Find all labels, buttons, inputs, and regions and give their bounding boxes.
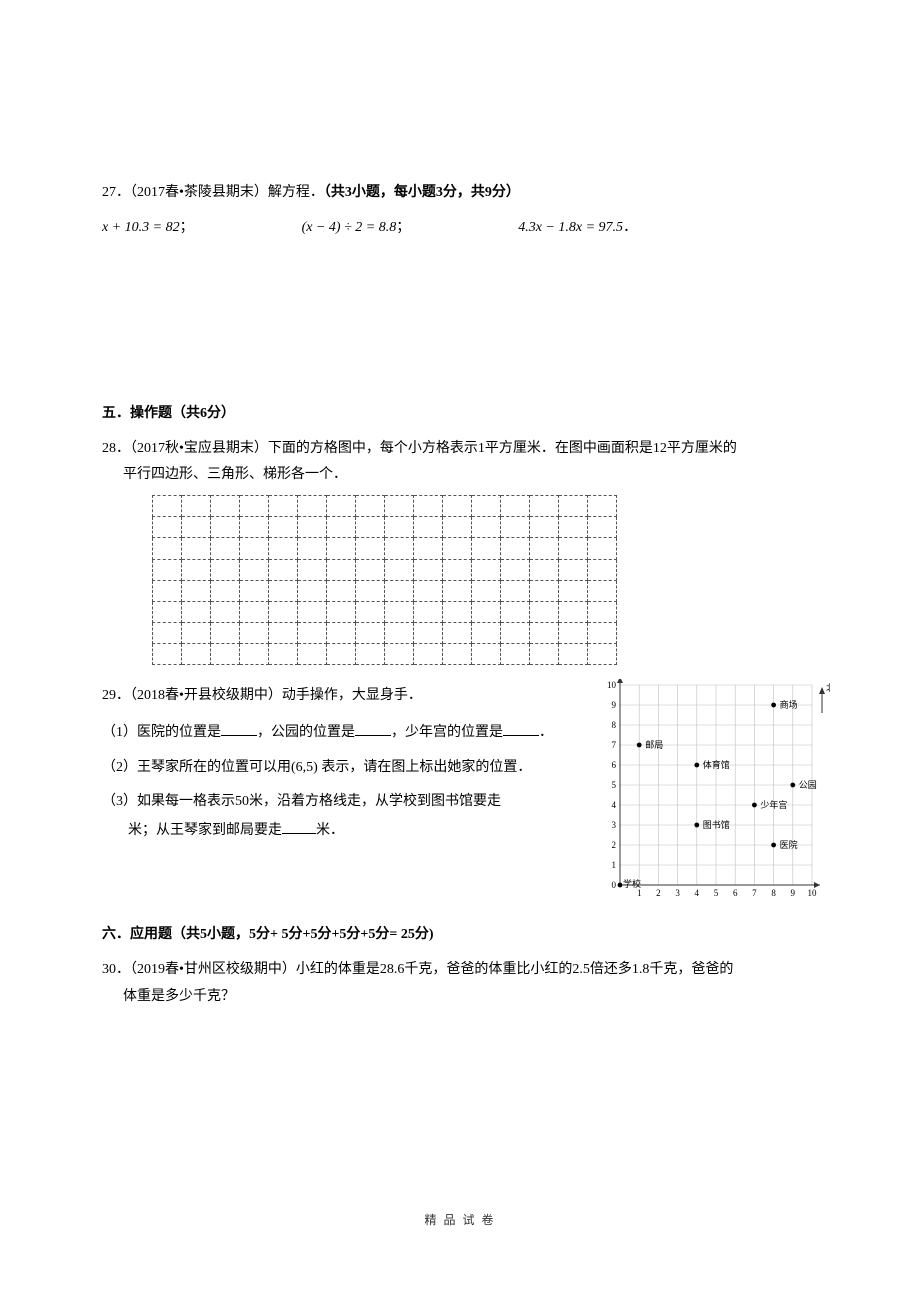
- q29-head: 29．（2018春•开县校级期中）动手操作，大显身手．: [102, 683, 602, 710]
- svg-text:0: 0: [612, 880, 617, 890]
- q29-block: 29．（2018春•开县校级期中）动手操作，大显身手． （1）医院的位置是，公园…: [102, 683, 824, 844]
- svg-text:5: 5: [714, 888, 719, 898]
- svg-text:8: 8: [612, 720, 617, 730]
- q27-eq1: x + 10.3 = 82；: [102, 215, 194, 242]
- svg-text:10: 10: [808, 888, 818, 898]
- svg-text:7: 7: [752, 888, 757, 898]
- blank-field[interactable]: [503, 718, 539, 736]
- svg-text:学校: 学校: [623, 878, 641, 889]
- svg-text:4: 4: [695, 888, 700, 898]
- blank-field[interactable]: [221, 718, 257, 736]
- svg-text:2: 2: [656, 888, 661, 898]
- q27-stem: 27．（2017春•茶陵县期末）解方程．（共3小题，每小题3分，共9分）: [102, 180, 824, 207]
- q27-eq2: (x − 4) ÷ 2 = 8.8；: [302, 215, 411, 242]
- svg-text:7: 7: [612, 740, 617, 750]
- svg-text:4: 4: [612, 800, 617, 810]
- q28-line2: 平行四边形、三角形、梯形各一个．: [102, 462, 824, 489]
- q30-line2: 体重是多少千克？: [102, 984, 824, 1011]
- page-footer: 精 品 试 卷: [0, 1209, 920, 1232]
- q29-p1: （1）医院的位置是，公园的位置是，少年宫的位置是．: [102, 718, 602, 747]
- q27-label: 27．（2017春•茶陵县期末）解方程．: [102, 185, 324, 200]
- svg-text:6: 6: [733, 888, 738, 898]
- svg-text:少年宫: 少年宫: [760, 799, 787, 810]
- blank-field[interactable]: [355, 718, 391, 736]
- svg-text:图书馆: 图书馆: [703, 819, 730, 830]
- blank-field[interactable]: [282, 816, 316, 834]
- svg-text:10: 10: [607, 680, 617, 690]
- svg-text:公园: 公园: [799, 780, 817, 790]
- q30-line1: 30．（2019春•甘州区校级期中）小红的体重是28.6千克，爸爸的体重比小红的…: [102, 957, 824, 984]
- q28-block: 28．（2017秋•宝应县期末）下面的方格图中，每个小方格表示1平方厘米．在图中…: [102, 436, 824, 666]
- svg-text:6: 6: [612, 760, 617, 770]
- dashed-grid-table: [152, 495, 617, 666]
- q27-eq3: 4.3x − 1.8x = 97.5．: [518, 215, 637, 242]
- svg-text:医院: 医院: [780, 839, 798, 850]
- q29-p3: （3）如果每一格表示50米，沿着方格线走，从学校到图书馆要走 米；从王琴家到邮局…: [102, 789, 602, 844]
- svg-text:2: 2: [612, 840, 617, 850]
- section6-title: 六．应用题（共5小题，5分+ 5分+5分+5分+5分= 25分): [102, 922, 824, 949]
- svg-text:8: 8: [771, 888, 776, 898]
- svg-text:3: 3: [675, 888, 680, 898]
- q28-grid: [152, 495, 824, 666]
- q30-body: 30．（2019春•甘州区校级期中）小红的体重是28.6千克，爸爸的体重比小红的…: [102, 957, 824, 1010]
- q27-bold: （共3小题，每小题3分，共9分）: [324, 185, 520, 200]
- section5-title: 五．操作题（共6分）: [102, 401, 824, 428]
- section6: 六．应用题（共5小题，5分+ 5分+5分+5分+5分= 25分) 30．（201…: [102, 922, 824, 1010]
- svg-text:1: 1: [637, 888, 642, 898]
- svg-text:体育馆: 体育馆: [703, 759, 730, 770]
- svg-text:北: 北: [826, 683, 830, 693]
- svg-text:1: 1: [612, 860, 617, 870]
- svg-text:9: 9: [612, 700, 617, 710]
- svg-text:5: 5: [612, 780, 617, 790]
- q29-p2: （2）王琴家所在的位置可以用(6,5) 表示，请在图上标出她家的位置．: [102, 755, 602, 782]
- q27-equations: x + 10.3 = 82； (x − 4) ÷ 2 = 8.8； 4.3x −…: [102, 215, 824, 242]
- q28-line1: 28．（2017秋•宝应县期末）下面的方格图中，每个小方格表示1平方厘米．在图中…: [102, 436, 824, 463]
- coordinate-chart: 北 0 1 2 3 4 5 6 7 8 9 10 1 2 3 4 5 6 7 8 9 10 学校 邮局体育馆图书馆 少年宫 商场医…: [600, 679, 830, 903]
- svg-text:3: 3: [612, 820, 617, 830]
- svg-text:商场: 商场: [780, 699, 798, 710]
- svg-text:9: 9: [791, 888, 796, 898]
- svg-text:邮局: 邮局: [645, 739, 663, 750]
- q29-text: 29．（2018春•开县校级期中）动手操作，大显身手． （1）医院的位置是，公园…: [102, 683, 602, 844]
